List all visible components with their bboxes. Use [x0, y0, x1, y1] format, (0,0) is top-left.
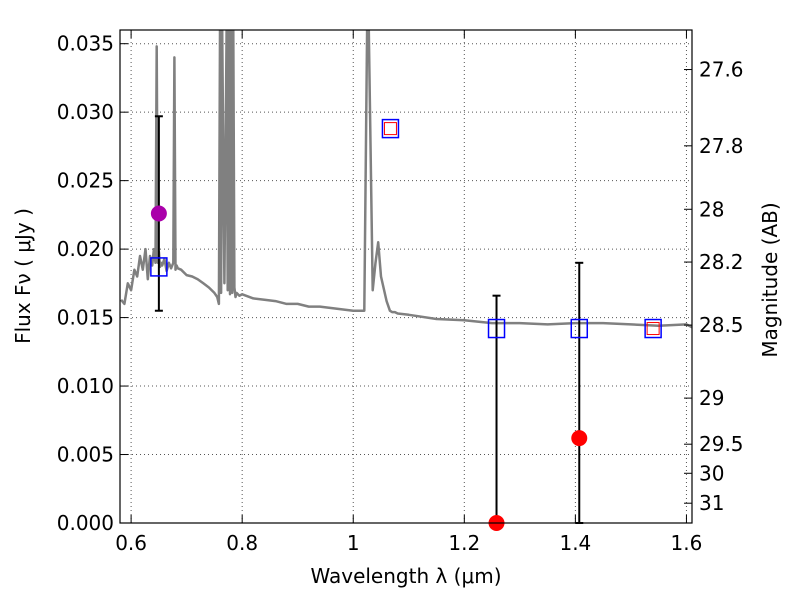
magnitude-tick-label: 29.5 — [699, 432, 744, 456]
y-tick-label: 0.015 — [57, 306, 114, 330]
x-tick-label: 0.6 — [115, 531, 147, 555]
magnitude-tick-label: 31 — [699, 491, 724, 515]
x-tick-label: 0.8 — [226, 531, 258, 555]
magnitude-tick-label: 30 — [699, 461, 724, 485]
plot-frame — [119, 29, 693, 524]
y-axis-title: Flux Fν ( μJy ) — [11, 208, 35, 344]
y-tick-label: 0.005 — [57, 443, 114, 467]
magnitude-tick-label: 28 — [699, 197, 724, 221]
y-tick-label: 0.035 — [57, 32, 114, 56]
sed-template-line — [120, 30, 692, 329]
y-tick-label: 0.010 — [57, 374, 114, 398]
model-square-marker — [487, 318, 506, 339]
magnitude-tick-label: 28.5 — [699, 313, 744, 337]
y-tick-label: 0.000 — [57, 511, 114, 535]
y-tick-label: 0.025 — [57, 169, 114, 193]
y-tick-label: 0.020 — [57, 237, 114, 261]
axes: 0.6 0.8 1 1.2 1.4 1.6 0.000 0.005 0.010 0.015 0.02… — [57, 30, 744, 555]
observed-flux-point — [150, 205, 167, 222]
x-tick-label: 1.6 — [671, 531, 703, 555]
magnitude-tick-label: 28.2 — [699, 250, 744, 274]
x-tick-label: 1 — [347, 531, 360, 555]
magnitude-axis-title: Magnitude (AB) — [758, 202, 782, 357]
x-tick-label: 1.4 — [559, 531, 591, 555]
small-square-marker — [383, 122, 397, 136]
y-tick-label: 0.030 — [57, 100, 114, 124]
model-square-marker — [150, 257, 168, 277]
model-square-marker — [570, 318, 589, 339]
x-axis-title: Wavelength λ (μm) — [310, 564, 501, 588]
plot-series — [120, 30, 692, 329]
model-square-marker — [381, 118, 400, 139]
observed-flux-point — [571, 430, 588, 447]
model-square-marker — [644, 318, 662, 339]
x-tick-label: 1.2 — [448, 531, 480, 555]
grid-lines — [120, 30, 692, 524]
magnitude-tick-label: 27.6 — [699, 58, 744, 82]
magnitude-tick-label: 27.8 — [699, 134, 744, 158]
small-square-marker — [646, 322, 660, 336]
magnitude-tick-label: 29 — [699, 386, 724, 410]
